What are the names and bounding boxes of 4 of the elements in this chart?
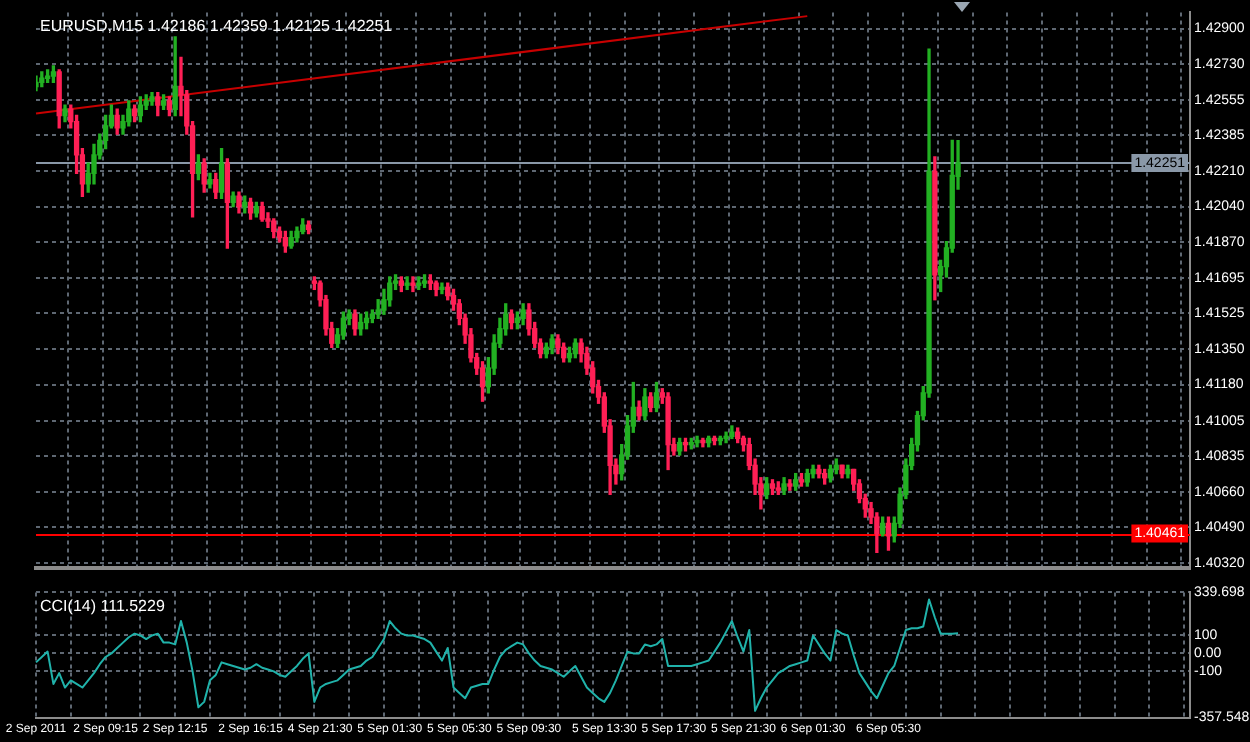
candlestick [404,276,410,291]
chart-title: CCI(14) 111.5229 [40,596,166,615]
candlestick [410,276,416,293]
chart-title: EURUSD,M15 1.42186 1.42359 1.42125 1.42251 [40,16,394,35]
